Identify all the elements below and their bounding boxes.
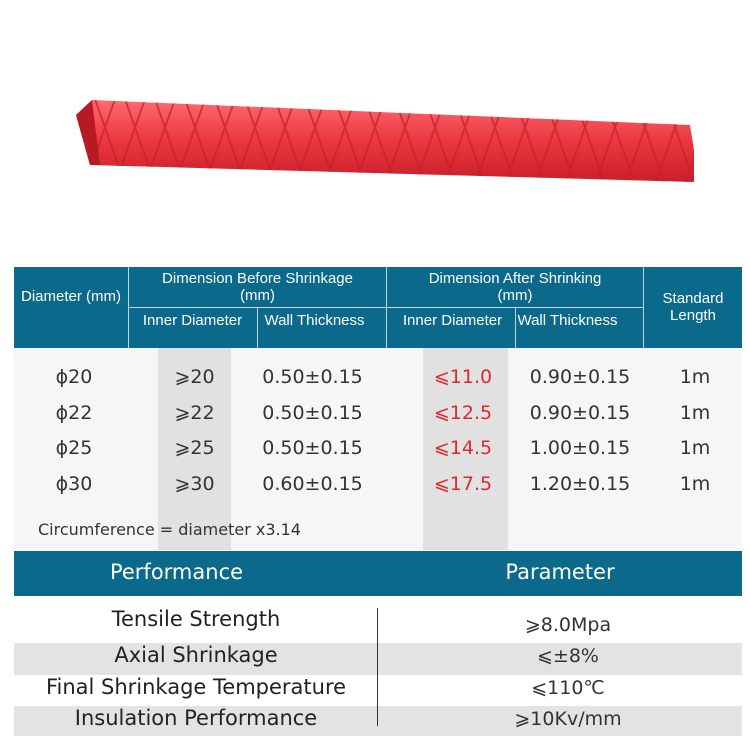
cell-inner-before: ⩾30	[174, 472, 215, 495]
header-wall-before: Wall Thickness	[264, 312, 365, 329]
cell-diameter: ϕ30	[55, 472, 93, 495]
cell-inner-before: ⩾20	[174, 366, 215, 388]
performance-header	[14, 551, 742, 596]
performance-row: Axial Shrinkage ⩽±8%	[14, 643, 742, 675]
header-before: Dimension Before Shrinkage (mm)	[162, 270, 353, 304]
performance-value: ⩾10Kv/mm	[514, 708, 622, 730]
cell-inner-after: ⩽11.0	[433, 366, 493, 388]
cell-wall-before: 0.60±0.15	[262, 472, 363, 495]
header-inner-after: Inner Diameter	[402, 312, 503, 329]
cell-wall-after: 0.90±0.15	[529, 366, 631, 388]
header-wall-after: Wall Thickness	[517, 312, 618, 329]
header-parameter: Parameter	[505, 560, 615, 584]
circumference-note: Circumference = diameter x3.14	[38, 520, 301, 539]
performance-row: Tensile Strength ⩾8.0Mpa	[14, 606, 742, 643]
spec-table-body	[14, 348, 742, 550]
cell-wall-before: 0.50±0.15	[262, 437, 363, 459]
cell-length: 1m	[679, 401, 711, 424]
cell-inner-before: ⩾22	[174, 401, 215, 424]
performance-value: ⩽±8%	[537, 645, 599, 667]
performance-name: Tensile Strength	[111, 607, 281, 631]
cell-inner-before: ⩾25	[174, 437, 215, 459]
header-inner-before: Inner Diameter	[142, 312, 243, 329]
header-length: Standard Length	[662, 290, 724, 324]
divider	[377, 608, 378, 726]
cell-length: 1m	[679, 472, 711, 495]
cell-wall-after: 0.90±0.15	[529, 401, 631, 424]
cell-inner-after: ⩽17.5	[433, 472, 493, 495]
header-performance: Performance	[109, 560, 244, 584]
product-image	[76, 100, 694, 182]
header-diameter: Diameter (mm)	[21, 288, 121, 305]
cell-length: 1m	[679, 366, 711, 388]
cell-diameter: ϕ25	[55, 437, 93, 459]
performance-row: Final Shrinkage Temperature ⩽110℃	[14, 675, 742, 706]
cell-wall-before: 0.50±0.15	[262, 401, 363, 424]
cell-wall-after: 1.20±0.15	[529, 472, 631, 495]
cell-inner-after: ⩽14.5	[433, 437, 493, 459]
cell-wall-before: 0.50±0.15	[262, 366, 363, 388]
performance-value: ⩽110℃	[531, 677, 605, 699]
performance-row: Insulation Performance ⩾10Kv/mm	[14, 706, 742, 736]
cell-inner-after: ⩽12.5	[433, 401, 493, 424]
performance-name: Final Shrinkage Temperature	[45, 675, 347, 699]
performance-name: Axial Shrinkage	[114, 643, 278, 667]
cell-length: 1m	[679, 437, 711, 459]
cell-diameter: ϕ22	[55, 401, 93, 424]
header-after: Dimension After Shrinking (mm)	[428, 270, 602, 304]
cell-diameter: ϕ20	[55, 366, 93, 388]
cell-wall-after: 1.00±0.15	[529, 437, 631, 459]
performance-value: ⩾8.0Mpa	[524, 614, 612, 636]
performance-name: Insulation Performance	[74, 706, 318, 730]
